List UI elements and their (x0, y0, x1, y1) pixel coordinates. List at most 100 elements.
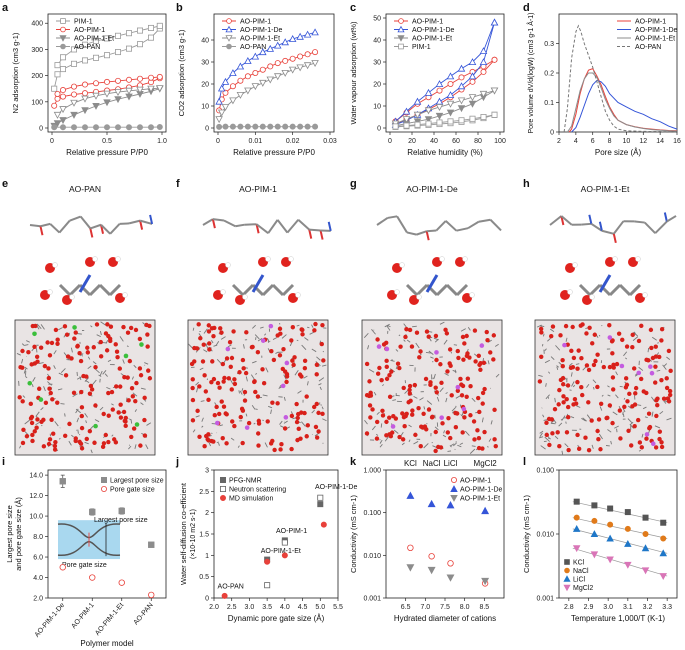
polymer-segment (558, 422, 563, 427)
water-molecule (646, 411, 652, 416)
water-molecule (246, 420, 252, 426)
ion (636, 370, 642, 376)
polymer-segment (460, 328, 466, 332)
water-molecule (79, 446, 85, 451)
y-axis-label: Pore volume dV/d(logW) (cm3 g-1 Å-1) (526, 13, 535, 134)
water-molecule (639, 323, 644, 329)
water-molecule (20, 399, 25, 404)
water-molecule (242, 398, 248, 403)
polymer-segment (375, 433, 379, 436)
polymer-segment (283, 374, 287, 380)
data-point (266, 44, 275, 52)
data-point (281, 70, 289, 77)
polymer-segment (641, 433, 644, 438)
water-molecule (316, 410, 321, 416)
molecule-3 (376, 215, 502, 305)
polymer-segment (637, 404, 642, 406)
polymer-segment (266, 337, 269, 341)
legend-label: AO-PIM-1-Et (635, 36, 675, 43)
water-molecule (575, 379, 580, 385)
water-molecule (579, 385, 584, 390)
water-molecule (426, 334, 431, 339)
legend-label: AO-PIM-1 (460, 478, 491, 485)
data-point (303, 30, 312, 38)
polymer-segment (371, 425, 376, 431)
polymer-segment (96, 334, 101, 338)
polymer-segment (111, 403, 114, 406)
data-point (156, 123, 163, 130)
polymer-segment (307, 326, 310, 329)
polymer-segment (63, 352, 67, 357)
x-tick-label: 80 (474, 138, 482, 145)
polymer-segment (445, 397, 448, 403)
legend-label: AO-PIM-1-De (460, 487, 503, 494)
water-molecule (243, 370, 249, 376)
data-point (457, 105, 466, 113)
water-molecule (374, 419, 380, 425)
x-tick-label: 0 (50, 138, 54, 145)
data-point (317, 501, 324, 508)
y-tick-label: 30 (373, 60, 381, 67)
water-molecule (584, 331, 589, 336)
data-point (479, 90, 488, 98)
legend-marker (219, 494, 226, 501)
hydrogen-atom (439, 256, 445, 262)
water-molecule (108, 324, 114, 329)
polymer-segment (539, 432, 543, 438)
series-ao-pim-1-de (406, 491, 490, 515)
water-molecule (142, 395, 147, 401)
water-molecule (587, 325, 592, 331)
polymer-segment (382, 384, 384, 387)
fit-line (572, 501, 668, 524)
hydrogen-atom (416, 294, 422, 300)
bond (255, 223, 269, 234)
data-point (54, 90, 61, 97)
polymer-segment (210, 340, 214, 344)
water-molecule (210, 359, 215, 364)
data-point (413, 97, 422, 105)
data-point (221, 592, 228, 599)
bond (387, 215, 398, 219)
polymer-segment (76, 417, 80, 423)
water-molecule (417, 355, 422, 360)
polymer-segment (213, 344, 218, 347)
water-molecule (557, 387, 562, 393)
cation-label: NaCl (423, 459, 441, 468)
water-molecule (24, 434, 30, 439)
water-molecule (476, 445, 482, 451)
bond (613, 220, 625, 235)
data-point (156, 22, 163, 29)
series-line (395, 22, 495, 122)
water-molecule (77, 439, 82, 445)
ion (649, 370, 655, 376)
polymer-segment (26, 340, 30, 343)
y-tick-label: 2 (205, 510, 209, 517)
data-point (114, 89, 122, 97)
data-point (92, 92, 100, 100)
hydrogen-atom (589, 294, 595, 300)
data-point (624, 525, 631, 532)
data-point (252, 70, 259, 77)
polymer-segment (419, 353, 422, 356)
water-molecule (69, 356, 74, 361)
water-molecule (617, 408, 623, 413)
water-molecule (48, 390, 53, 396)
water-molecule (644, 390, 649, 396)
water-molecule (103, 331, 109, 336)
water-molecule (434, 357, 439, 363)
water-molecule (216, 411, 222, 417)
polymer-segment (540, 445, 546, 450)
legend-marker (450, 494, 458, 502)
polymer-segment (272, 337, 277, 340)
water-molecule (410, 412, 415, 417)
water-molecule (232, 381, 238, 387)
series-line (395, 90, 495, 125)
water-molecule (460, 334, 466, 340)
water-molecule (478, 367, 483, 372)
water-molecule (256, 418, 262, 424)
water-molecule (586, 447, 592, 453)
y-axis-label: Conductivity (mS cm-1) (349, 495, 358, 573)
polymer-segment (570, 372, 573, 377)
water-molecule (473, 359, 478, 364)
series-kcl (572, 498, 668, 526)
